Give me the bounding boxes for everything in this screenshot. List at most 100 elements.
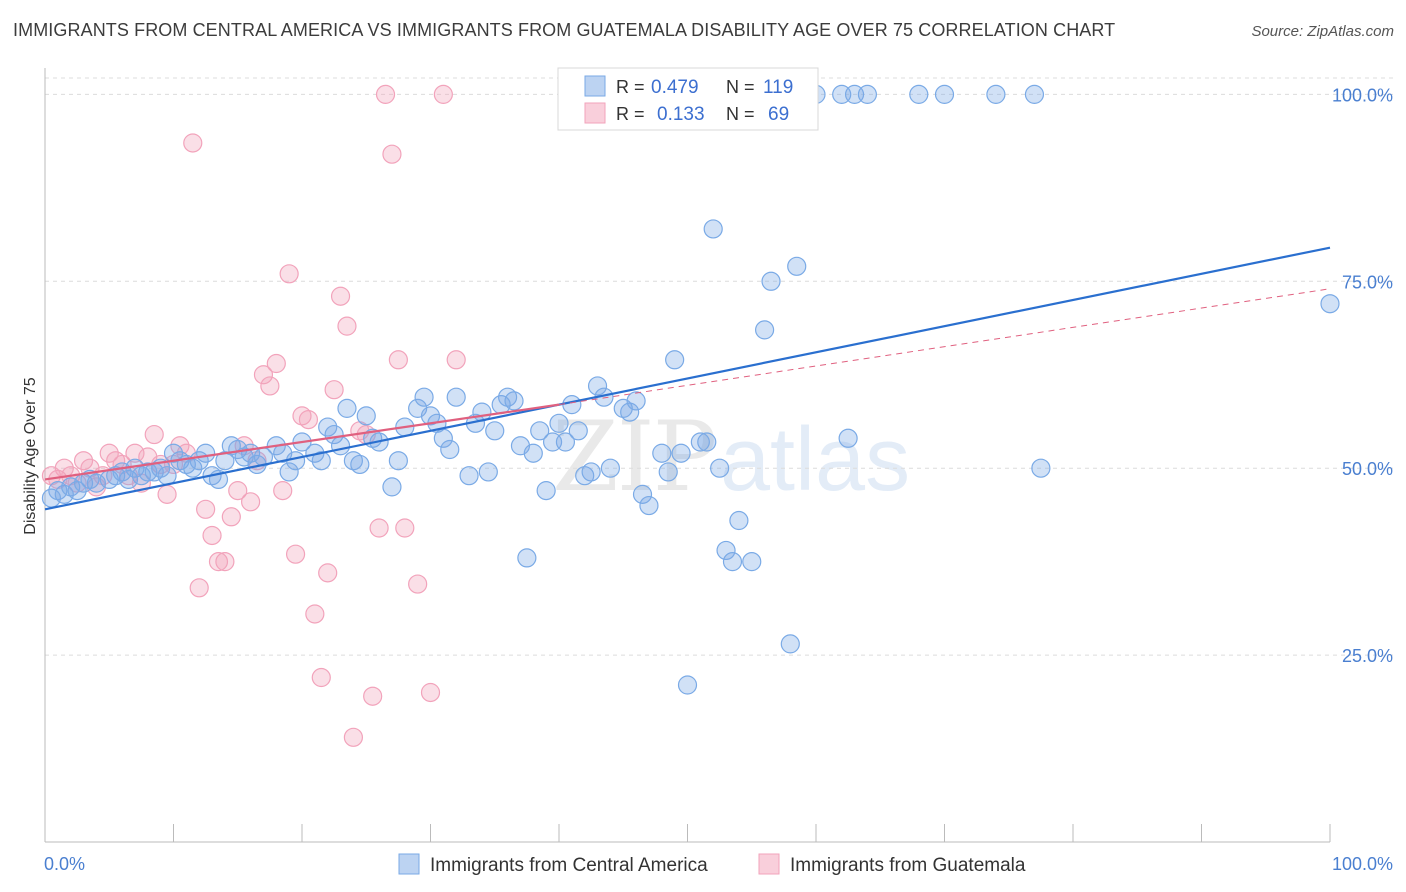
point-central-america: [703, 219, 723, 239]
trend-guatemala-dashed: [558, 288, 1331, 406]
bottom-legend-label-2: Immigrants from Guatemala: [790, 855, 1026, 876]
point-central-america: [780, 634, 800, 654]
point-guatemala: [375, 84, 396, 104]
point-central-america: [478, 462, 498, 482]
point-central-america: [555, 432, 576, 452]
point-guatemala: [343, 727, 363, 747]
point-guatemala: [420, 682, 441, 703]
point-central-america: [118, 469, 139, 490]
point-central-america: [54, 484, 74, 504]
svg-text:atlas: atlas: [720, 410, 910, 510]
point-central-america: [665, 350, 685, 370]
legend-n-label-2: N =: [726, 104, 755, 124]
point-guatemala: [241, 492, 261, 512]
point-central-america: [742, 552, 762, 572]
y-tick-label: 75.0%: [1342, 272, 1393, 292]
point-guatemala: [266, 353, 286, 374]
point-central-america: [330, 436, 351, 456]
y-axis-label: Disability Age Over 75: [22, 377, 39, 535]
point-central-america: [632, 484, 653, 504]
point-guatemala: [170, 436, 190, 456]
point-guatemala: [202, 525, 222, 546]
point-central-america: [787, 256, 807, 276]
point-central-america: [485, 421, 505, 441]
point-central-america: [722, 552, 743, 572]
legend-bottom: Immigrants from Central America Immigran…: [398, 853, 1026, 876]
point-central-america: [838, 428, 858, 448]
series-central-america-points: [41, 84, 1340, 695]
point-central-america: [1320, 294, 1340, 314]
point-central-america: [581, 462, 601, 482]
point-central-america: [729, 510, 749, 531]
point-central-america: [587, 376, 608, 396]
point-central-america: [86, 473, 107, 493]
point-central-america: [196, 443, 216, 463]
point-central-america: [986, 84, 1006, 104]
legend-r-label-2: R =: [616, 104, 645, 124]
point-central-america: [446, 387, 466, 407]
legend-r-value-2: 0.133: [657, 104, 705, 125]
point-guatemala: [253, 365, 274, 385]
y-tick-label: 50.0%: [1342, 459, 1393, 479]
point-guatemala: [369, 518, 389, 538]
legend-swatch-blue: [584, 75, 606, 97]
point-central-america: [697, 432, 717, 452]
point-central-america: [67, 481, 87, 501]
point-central-america: [671, 443, 691, 463]
legend-n-value-2: 69: [768, 104, 789, 125]
point-guatemala: [260, 376, 280, 396]
point-guatemala: [305, 604, 325, 624]
point-guatemala: [208, 552, 229, 572]
legend-r-label-1: R =: [616, 77, 645, 97]
series-guatemala-points: [41, 84, 466, 747]
point-central-america: [716, 540, 736, 561]
point-guatemala: [189, 578, 209, 598]
point-central-america: [761, 271, 781, 291]
point-guatemala: [324, 380, 344, 400]
x-tick-label-max: 100.0%: [1332, 854, 1393, 874]
point-central-america: [311, 451, 331, 471]
point-central-america: [562, 395, 582, 415]
point-guatemala: [318, 563, 338, 583]
point-central-america: [626, 391, 646, 411]
point-central-america: [285, 451, 306, 471]
point-guatemala: [125, 443, 145, 463]
point-central-america: [138, 462, 158, 482]
source-credit: Source: ZipAtlas.com: [1251, 23, 1394, 40]
point-guatemala: [433, 84, 453, 104]
bottom-legend-swatch-pink: [758, 853, 780, 875]
point-guatemala: [279, 264, 299, 284]
point-central-america: [459, 466, 479, 486]
point-central-america: [658, 462, 678, 482]
point-central-america: [350, 454, 370, 475]
x-tick-label-min: 0.0%: [44, 854, 85, 874]
point-central-america: [549, 413, 569, 433]
point-central-america: [754, 320, 775, 340]
point-central-america: [517, 548, 537, 568]
legend-n-label-1: N =: [726, 77, 755, 97]
point-guatemala: [99, 443, 119, 463]
point-guatemala: [73, 451, 94, 471]
point-central-america: [356, 406, 376, 426]
trend-central-america: [44, 246, 1331, 511]
legend-r-value-1: 0.479: [651, 77, 699, 98]
point-central-america: [677, 675, 698, 695]
point-central-america: [530, 421, 550, 441]
point-guatemala: [330, 286, 351, 306]
legend-n-value-1: 119: [763, 77, 793, 98]
point-guatemala: [196, 499, 216, 519]
point-guatemala: [298, 409, 319, 430]
legend-swatch-pink: [584, 102, 606, 124]
point-central-america: [414, 387, 434, 407]
point-central-america: [690, 432, 710, 452]
point-central-america: [857, 84, 878, 104]
bottom-legend-swatch-blue: [398, 853, 420, 875]
point-guatemala: [144, 424, 164, 445]
point-central-america: [568, 421, 588, 441]
watermark: ZIP atlas: [552, 401, 910, 513]
chart-title: IMMIGRANTS FROM CENTRAL AMERICA VS IMMIG…: [13, 20, 1116, 40]
point-central-america: [504, 391, 524, 411]
bottom-legend-label-1: Immigrants from Central America: [430, 855, 708, 876]
point-central-america: [337, 398, 357, 418]
point-central-america: [1024, 84, 1045, 104]
